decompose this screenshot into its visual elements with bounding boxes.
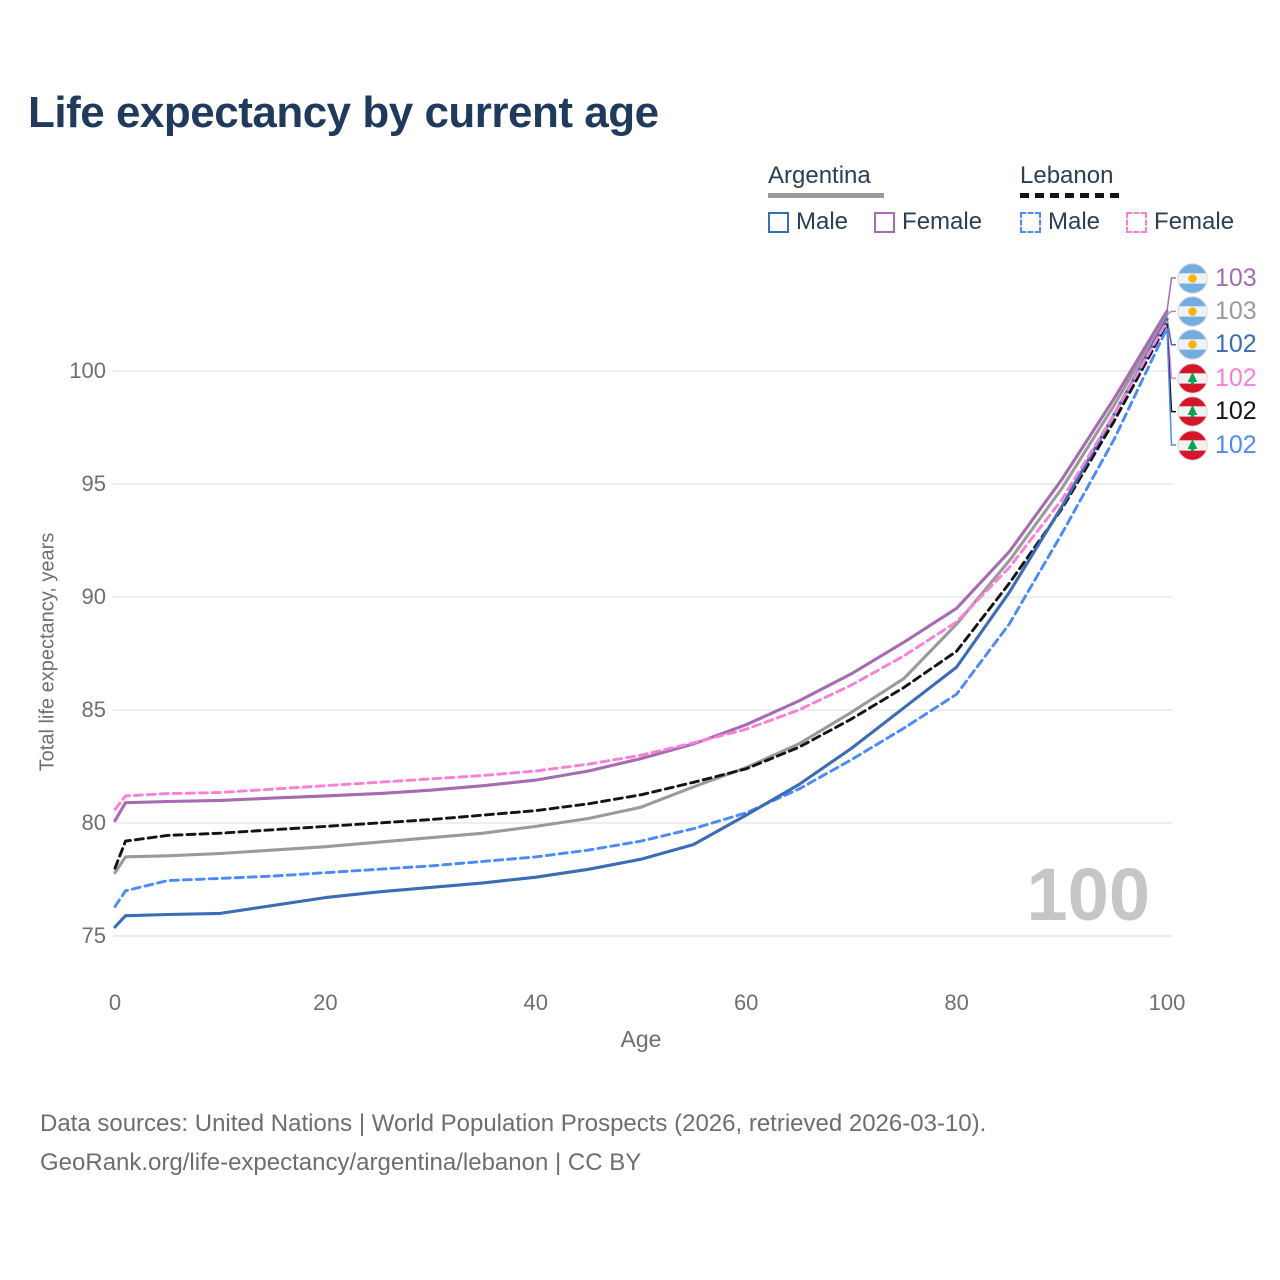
legend-item-lebanon-male-label: Male bbox=[1048, 208, 1101, 235]
end-label-row-argentina-0: 103 bbox=[1177, 262, 1257, 294]
legend-item-lebanon-female[interactable]: Female bbox=[1126, 208, 1234, 236]
x-tick-60: 60 bbox=[733, 990, 759, 1015]
lebanon-male-swatch-icon bbox=[1020, 211, 1041, 233]
end-label-row-argentina-2: 102 bbox=[1177, 329, 1257, 361]
page-title: Life expectancy by current age bbox=[28, 88, 659, 137]
end-label-value: 103 bbox=[1215, 296, 1257, 325]
legend-item-argentina-female[interactable]: Female bbox=[874, 208, 982, 236]
argentina-male-swatch-icon bbox=[768, 211, 789, 233]
end-label-value: 102 bbox=[1215, 430, 1257, 459]
source-line-2: GeoRank.org/life-expectancy/argentina/le… bbox=[40, 1149, 642, 1176]
y-tick-80: 80 bbox=[81, 810, 106, 835]
argentina-flag-icon bbox=[1177, 329, 1208, 360]
legend-item-argentina-male-label: Male bbox=[796, 208, 849, 235]
x-tick-0: 0 bbox=[108, 990, 122, 1015]
end-label-value: 102 bbox=[1215, 363, 1257, 392]
series-line-argentina-total bbox=[113, 312, 1169, 875]
end-label-value: 102 bbox=[1215, 397, 1257, 426]
x-tick-20: 20 bbox=[313, 990, 338, 1015]
y-tick-100: 100 bbox=[69, 358, 106, 383]
y-tick-90: 90 bbox=[81, 584, 106, 609]
legend-item-argentina-male[interactable]: Male bbox=[768, 208, 848, 236]
legend-underline-lebanon bbox=[1020, 193, 1120, 198]
x-tick-80: 80 bbox=[944, 990, 969, 1015]
legend-group-lebanon: Lebanon Male Female bbox=[1020, 162, 1234, 236]
series-line-argentina-female bbox=[113, 309, 1169, 823]
x-tick-40: 40 bbox=[523, 990, 549, 1015]
argentina-female-swatch-icon bbox=[874, 211, 896, 233]
x-tick-100: 100 bbox=[1148, 990, 1186, 1015]
series-line-lebanon-total bbox=[113, 322, 1169, 870]
series-line-lebanon-female bbox=[113, 319, 1169, 811]
lebanon-flag-icon bbox=[1177, 429, 1208, 461]
end-label-row-lebanon-3: 102 bbox=[1177, 362, 1257, 394]
lebanon-female-swatch-icon bbox=[1126, 211, 1148, 233]
end-label-value: 102 bbox=[1215, 330, 1257, 359]
legend-item-lebanon-female-label: Female bbox=[1154, 208, 1235, 235]
argentina-flag-icon bbox=[1177, 296, 1208, 327]
end-label-value: 103 bbox=[1215, 263, 1257, 292]
legend-item-argentina-female-label: Female bbox=[902, 208, 983, 235]
legend-underline-argentina bbox=[768, 193, 884, 198]
end-label-row-argentina-1: 103 bbox=[1177, 295, 1257, 327]
lebanon-flag-icon bbox=[1177, 362, 1208, 394]
y-tick-95: 95 bbox=[81, 471, 106, 496]
end-label-row-lebanon-5: 102 bbox=[1177, 429, 1257, 461]
legend-group-lebanon-label: Lebanon bbox=[1020, 162, 1114, 189]
source-footer: Data sources: United Nations | World Pop… bbox=[40, 1104, 986, 1182]
lebanon-flag-icon bbox=[1177, 396, 1208, 427]
series-line-lebanon-male bbox=[113, 326, 1169, 909]
y-tick-75: 75 bbox=[81, 923, 106, 948]
y-tick-85: 85 bbox=[81, 697, 106, 722]
legend-item-lebanon-male[interactable]: Male bbox=[1020, 208, 1100, 236]
end-label-row-lebanon-4: 102 bbox=[1177, 396, 1257, 428]
y-axis-label: Total life expectancy, years bbox=[36, 532, 59, 772]
argentina-flag-icon bbox=[1177, 262, 1208, 294]
series-line-argentina-male bbox=[113, 317, 1169, 929]
source-line-1: Data sources: United Nations | World Pop… bbox=[40, 1110, 987, 1137]
legend-group-argentina-label: Argentina bbox=[768, 162, 871, 189]
legend-group-argentina: Argentina Male Female bbox=[768, 162, 982, 236]
x-axis-label: Age bbox=[620, 1026, 662, 1052]
age-watermark: 100 bbox=[1026, 853, 1150, 936]
